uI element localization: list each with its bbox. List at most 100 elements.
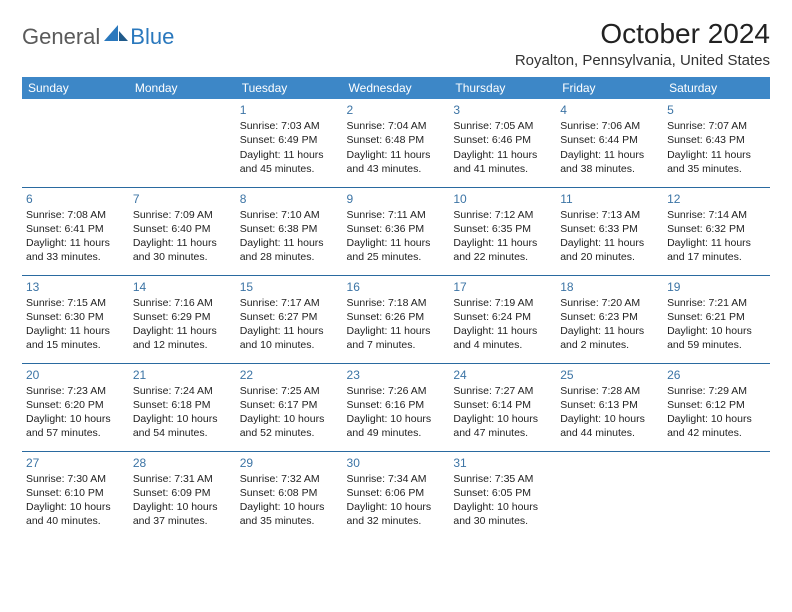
d2-text: and 25 minutes. (347, 250, 446, 264)
d2-text: and 12 minutes. (133, 338, 232, 352)
calendar-cell: 28Sunrise: 7:31 AMSunset: 6:09 PMDayligh… (129, 451, 236, 539)
sail-icon (104, 25, 128, 43)
sunset-text: Sunset: 6:43 PM (667, 133, 766, 147)
d1-text: Daylight: 10 hours (453, 500, 552, 514)
day-number: 1 (240, 102, 339, 118)
d1-text: Daylight: 10 hours (453, 412, 552, 426)
weekday-header: Wednesday (343, 77, 450, 99)
d2-text: and 42 minutes. (667, 426, 766, 440)
calendar-cell: 17Sunrise: 7:19 AMSunset: 6:24 PMDayligh… (449, 275, 556, 363)
d1-text: Daylight: 11 hours (453, 324, 552, 338)
d1-text: Daylight: 11 hours (240, 236, 339, 250)
sunset-text: Sunset: 6:09 PM (133, 486, 232, 500)
calendar-row: 27Sunrise: 7:30 AMSunset: 6:10 PMDayligh… (22, 451, 770, 539)
sunrise-text: Sunrise: 7:08 AM (26, 208, 125, 222)
d2-text: and 44 minutes. (560, 426, 659, 440)
d1-text: Daylight: 10 hours (667, 324, 766, 338)
sunset-text: Sunset: 6:38 PM (240, 222, 339, 236)
sunset-text: Sunset: 6:26 PM (347, 310, 446, 324)
day-number: 25 (560, 367, 659, 383)
d2-text: and 35 minutes. (240, 514, 339, 528)
d1-text: Daylight: 10 hours (560, 412, 659, 426)
d2-text: and 30 minutes. (453, 514, 552, 528)
day-number: 29 (240, 455, 339, 471)
d1-text: Daylight: 11 hours (453, 236, 552, 250)
d2-text: and 38 minutes. (560, 162, 659, 176)
d1-text: Daylight: 11 hours (26, 236, 125, 250)
sunrise-text: Sunrise: 7:15 AM (26, 296, 125, 310)
d2-text: and 32 minutes. (347, 514, 446, 528)
calendar-cell: 4Sunrise: 7:06 AMSunset: 6:44 PMDaylight… (556, 99, 663, 187)
sunset-text: Sunset: 6:27 PM (240, 310, 339, 324)
d2-text: and 52 minutes. (240, 426, 339, 440)
sunset-text: Sunset: 6:18 PM (133, 398, 232, 412)
calendar-cell: 16Sunrise: 7:18 AMSunset: 6:26 PMDayligh… (343, 275, 450, 363)
day-number: 5 (667, 102, 766, 118)
d2-text: and 59 minutes. (667, 338, 766, 352)
d2-text: and 20 minutes. (560, 250, 659, 264)
calendar-row: 20Sunrise: 7:23 AMSunset: 6:20 PMDayligh… (22, 363, 770, 451)
calendar-row: 1Sunrise: 7:03 AMSunset: 6:49 PMDaylight… (22, 99, 770, 187)
sunset-text: Sunset: 6:30 PM (26, 310, 125, 324)
day-number: 6 (26, 191, 125, 207)
day-number: 27 (26, 455, 125, 471)
sunrise-text: Sunrise: 7:21 AM (667, 296, 766, 310)
calendar-cell: 7Sunrise: 7:09 AMSunset: 6:40 PMDaylight… (129, 187, 236, 275)
sunrise-text: Sunrise: 7:17 AM (240, 296, 339, 310)
d2-text: and 7 minutes. (347, 338, 446, 352)
sunset-text: Sunset: 6:21 PM (667, 310, 766, 324)
sunrise-text: Sunrise: 7:16 AM (133, 296, 232, 310)
calendar-body: 1Sunrise: 7:03 AMSunset: 6:49 PMDaylight… (22, 99, 770, 539)
d2-text: and 33 minutes. (26, 250, 125, 264)
d2-text: and 45 minutes. (240, 162, 339, 176)
calendar-cell: 31Sunrise: 7:35 AMSunset: 6:05 PMDayligh… (449, 451, 556, 539)
sunrise-text: Sunrise: 7:07 AM (667, 119, 766, 133)
sunrise-text: Sunrise: 7:29 AM (667, 384, 766, 398)
sunrise-text: Sunrise: 7:26 AM (347, 384, 446, 398)
d1-text: Daylight: 10 hours (133, 500, 232, 514)
calendar-cell: 3Sunrise: 7:05 AMSunset: 6:46 PMDaylight… (449, 99, 556, 187)
calendar-cell: 23Sunrise: 7:26 AMSunset: 6:16 PMDayligh… (343, 363, 450, 451)
day-number: 10 (453, 191, 552, 207)
day-number: 11 (560, 191, 659, 207)
calendar-cell: 15Sunrise: 7:17 AMSunset: 6:27 PMDayligh… (236, 275, 343, 363)
sunset-text: Sunset: 6:35 PM (453, 222, 552, 236)
d1-text: Daylight: 11 hours (240, 324, 339, 338)
calendar-cell: 11Sunrise: 7:13 AMSunset: 6:33 PMDayligh… (556, 187, 663, 275)
calendar-cell: 6Sunrise: 7:08 AMSunset: 6:41 PMDaylight… (22, 187, 129, 275)
calendar-cell: 22Sunrise: 7:25 AMSunset: 6:17 PMDayligh… (236, 363, 343, 451)
day-number: 17 (453, 279, 552, 295)
calendar-cell: 14Sunrise: 7:16 AMSunset: 6:29 PMDayligh… (129, 275, 236, 363)
sunrise-text: Sunrise: 7:27 AM (453, 384, 552, 398)
d2-text: and 28 minutes. (240, 250, 339, 264)
sunset-text: Sunset: 6:24 PM (453, 310, 552, 324)
d1-text: Daylight: 11 hours (560, 236, 659, 250)
sunrise-text: Sunrise: 7:18 AM (347, 296, 446, 310)
d1-text: Daylight: 11 hours (347, 236, 446, 250)
d1-text: Daylight: 10 hours (240, 412, 339, 426)
sunrise-text: Sunrise: 7:34 AM (347, 472, 446, 486)
sunset-text: Sunset: 6:33 PM (560, 222, 659, 236)
sunrise-text: Sunrise: 7:24 AM (133, 384, 232, 398)
day-number: 16 (347, 279, 446, 295)
sunset-text: Sunset: 6:40 PM (133, 222, 232, 236)
d1-text: Daylight: 10 hours (667, 412, 766, 426)
day-number: 14 (133, 279, 232, 295)
location-text: Royalton, Pennsylvania, United States (515, 52, 770, 69)
sunrise-text: Sunrise: 7:05 AM (453, 119, 552, 133)
day-number: 7 (133, 191, 232, 207)
calendar-cell: 20Sunrise: 7:23 AMSunset: 6:20 PMDayligh… (22, 363, 129, 451)
sunrise-text: Sunrise: 7:28 AM (560, 384, 659, 398)
sunrise-text: Sunrise: 7:13 AM (560, 208, 659, 222)
sunrise-text: Sunrise: 7:04 AM (347, 119, 446, 133)
sunset-text: Sunset: 6:36 PM (347, 222, 446, 236)
d2-text: and 35 minutes. (667, 162, 766, 176)
sunset-text: Sunset: 6:49 PM (240, 133, 339, 147)
d2-text: and 37 minutes. (133, 514, 232, 528)
d2-text: and 2 minutes. (560, 338, 659, 352)
d1-text: Daylight: 10 hours (347, 412, 446, 426)
d2-text: and 10 minutes. (240, 338, 339, 352)
d1-text: Daylight: 10 hours (240, 500, 339, 514)
calendar-cell (129, 99, 236, 187)
day-number: 8 (240, 191, 339, 207)
